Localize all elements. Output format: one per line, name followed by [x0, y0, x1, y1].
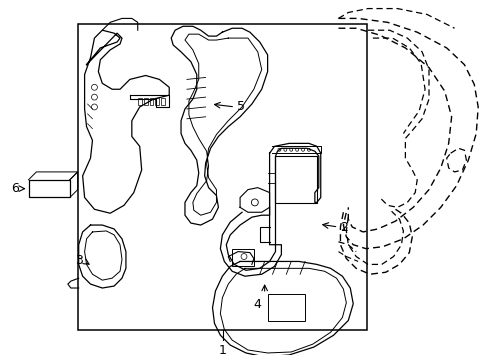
Text: 3: 3	[75, 254, 82, 267]
Bar	[232, 249, 253, 266]
Text: 1: 1	[219, 344, 226, 357]
Bar	[161, 98, 165, 105]
Text: 6: 6	[11, 182, 19, 195]
Bar	[79, 24, 366, 330]
Bar	[28, 180, 70, 198]
Bar	[155, 98, 159, 105]
Bar	[149, 98, 153, 105]
Text: 5: 5	[237, 100, 244, 113]
Bar	[138, 98, 142, 105]
Bar	[275, 156, 316, 203]
Text: 2: 2	[340, 221, 347, 234]
Text: 4: 4	[253, 298, 261, 311]
Bar	[143, 98, 147, 105]
Bar	[267, 294, 305, 321]
